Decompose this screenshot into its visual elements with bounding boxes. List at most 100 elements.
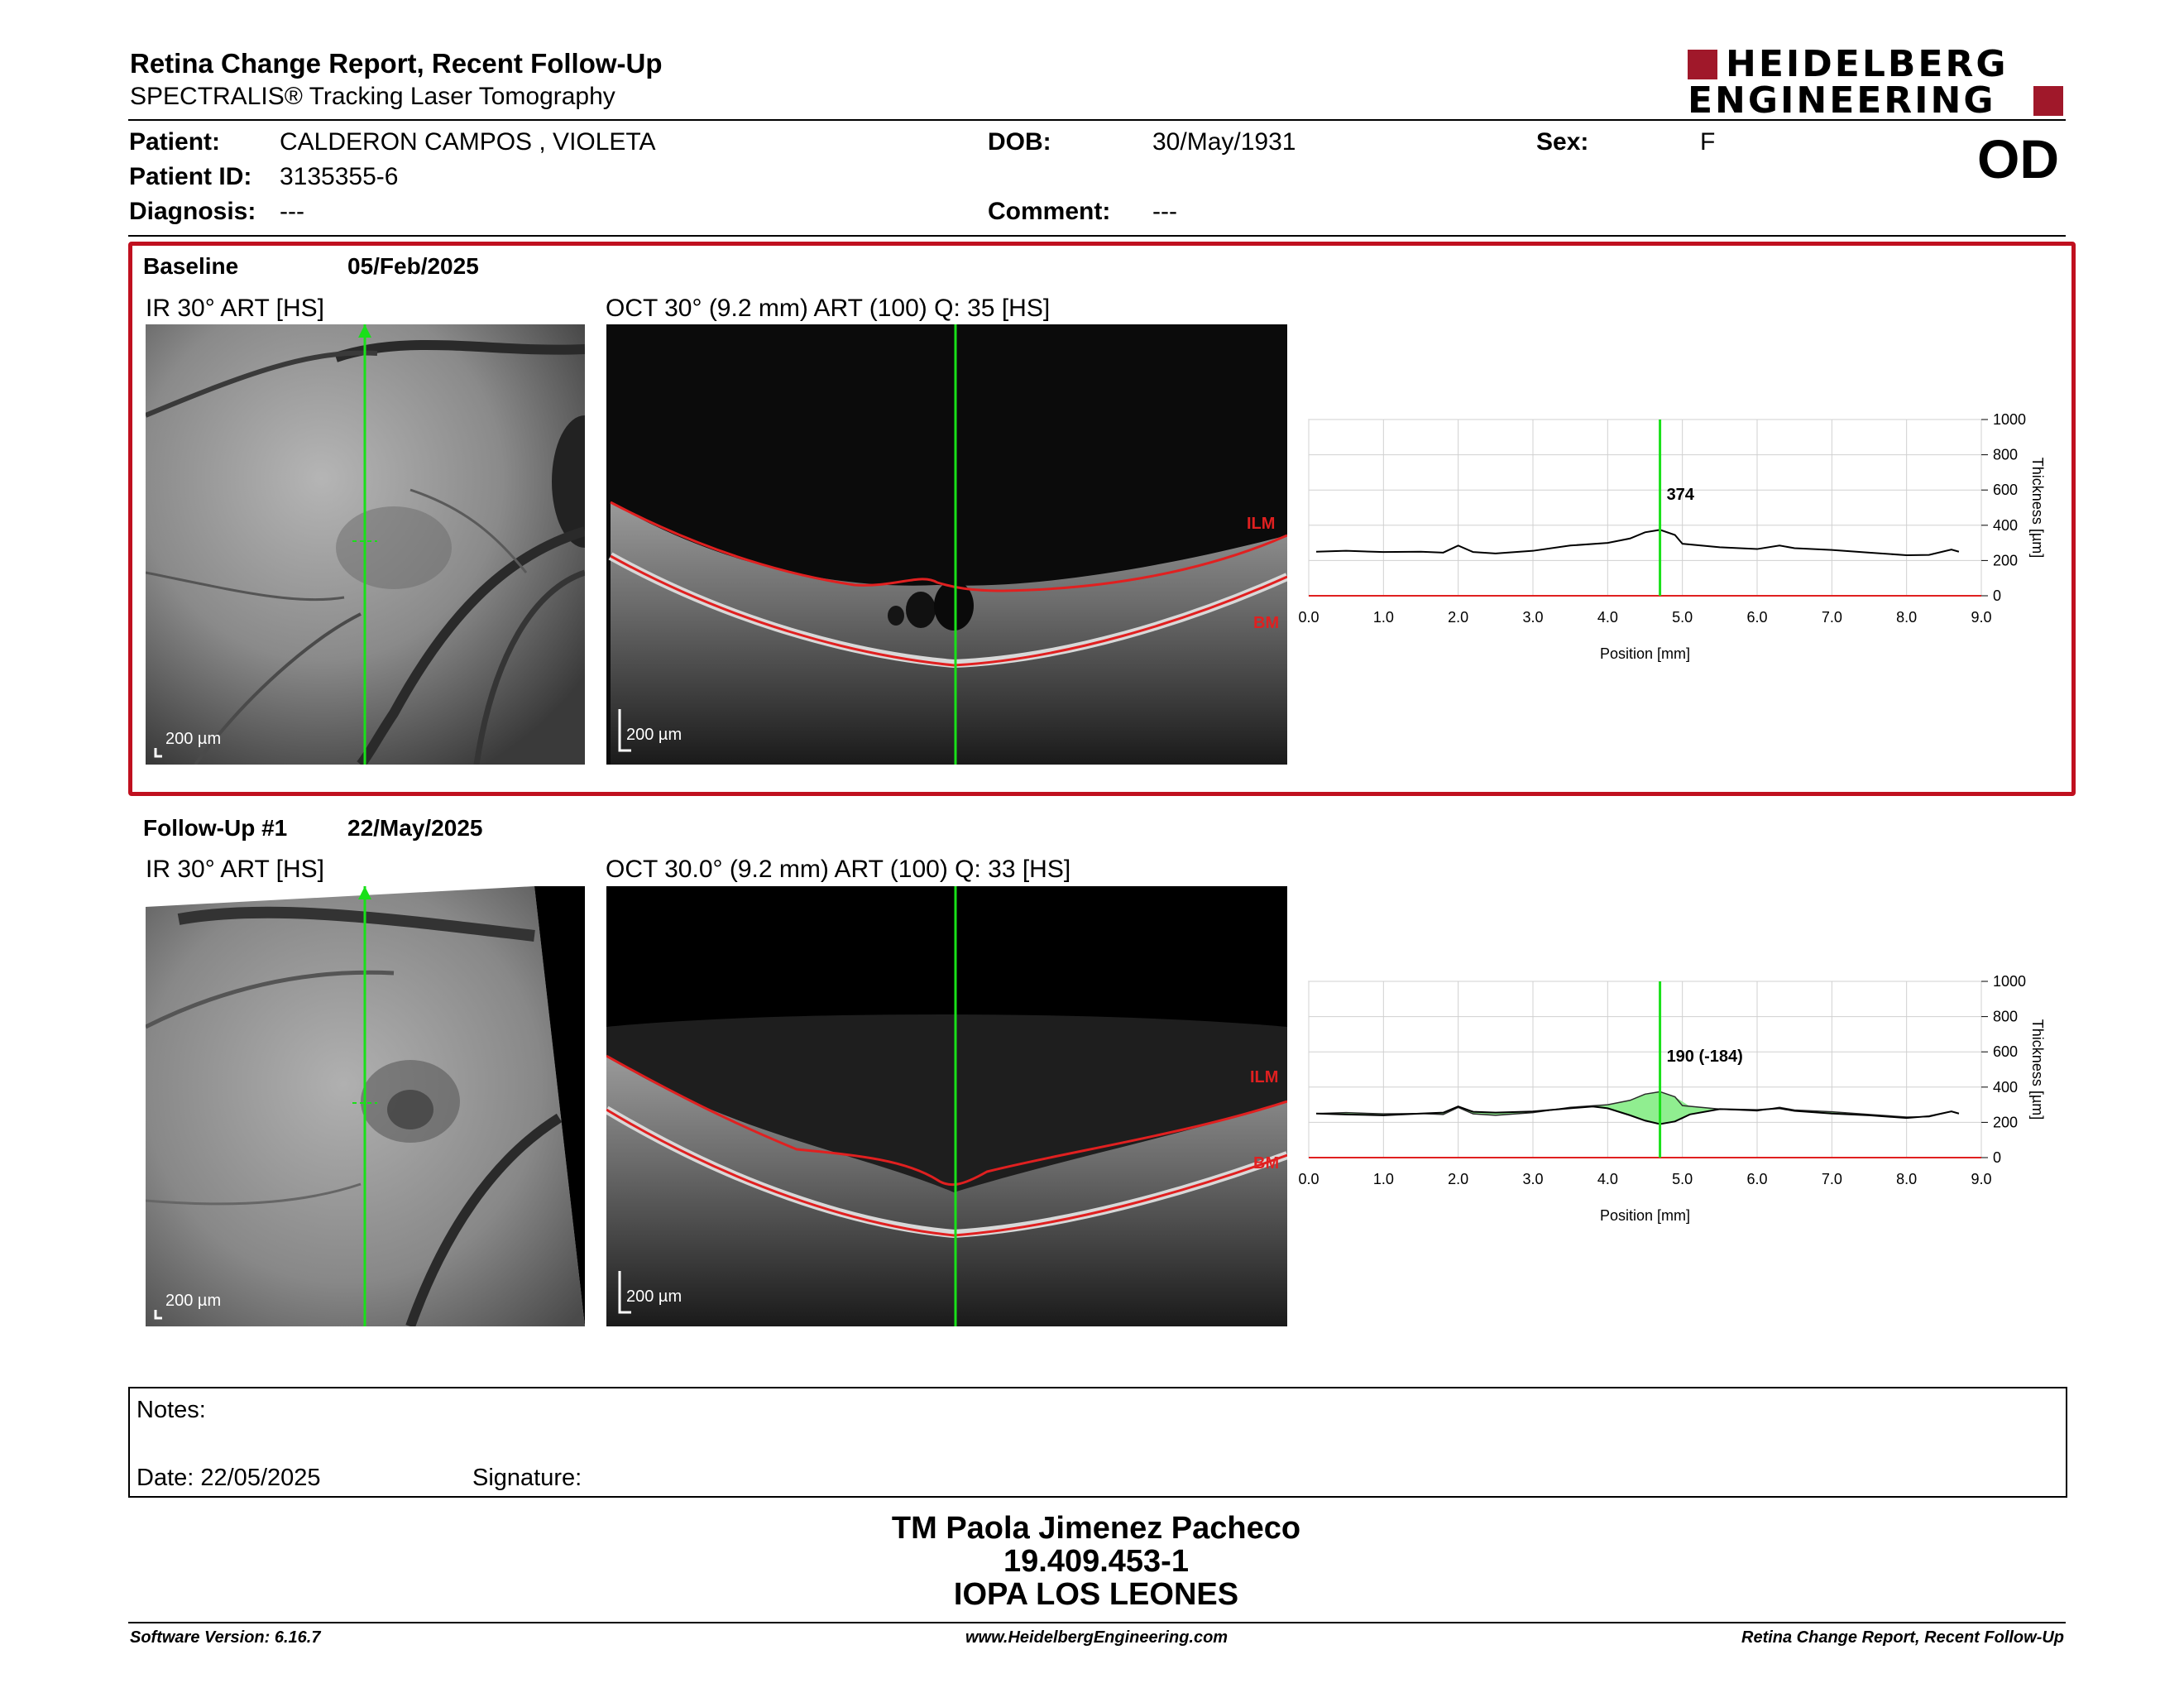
dob-label: DOB: — [988, 128, 1051, 156]
chart-y-tick-label: 200 — [1993, 1114, 2018, 1130]
chart-x-tick-label: 5.0 — [1672, 1171, 1693, 1187]
followup-bm-line — [606, 1108, 1287, 1237]
chart-y-tick-label: 800 — [1993, 1009, 2018, 1025]
followup-oct-image[interactable]: ILM BM 200 µm — [606, 886, 1287, 1326]
followup-ir-image[interactable]: 200 µm — [146, 886, 585, 1326]
baseline-bm-line — [610, 554, 1287, 667]
chart-x-tick-label: 9.0 — [1971, 609, 1991, 626]
baseline-oct-svg — [606, 324, 1287, 765]
footer-url[interactable]: www.HeidelbergEngineering.com — [965, 1628, 1228, 1647]
patient-divider — [128, 235, 2066, 237]
chart-y-tick-label: 1000 — [1993, 411, 2026, 428]
chart-y-tick-label: 600 — [1993, 1043, 2018, 1060]
footer-divider — [128, 1622, 2066, 1623]
chart-x-tick-label: 2.0 — [1448, 609, 1468, 626]
chart-y-tick-label: 0 — [1993, 1149, 2001, 1166]
followup-ilm-line — [606, 1054, 1287, 1187]
chart-x-tick-label: 0.0 — [1299, 609, 1320, 626]
diagnosis-label: Diagnosis: — [129, 198, 256, 225]
baseline-ir-caption: IR 30° ART [HS] — [146, 295, 324, 322]
baseline-label: Baseline — [143, 253, 239, 279]
logo-line-2: ENGINEERING — [1688, 79, 1996, 122]
baseline-bm-label: BM — [1253, 614, 1280, 632]
signer-id: 19.409.453-1 — [1003, 1544, 1189, 1579]
footer-report-name: Retina Change Report, Recent Follow-Up — [1741, 1628, 2065, 1647]
baseline-ilm-label: ILM — [1247, 515, 1276, 533]
followup-label: Follow-Up #1 — [143, 815, 288, 841]
notes-box: Notes: Date: 22/05/2025 Signature: — [128, 1387, 2067, 1498]
software-version: Software Version: 6.16.7 — [130, 1628, 321, 1647]
chart-x-tick-label: 7.0 — [1822, 1171, 1842, 1187]
chart-plot-area — [1308, 981, 1982, 1158]
comment-value: --- — [1152, 198, 1177, 225]
baseline-ir-image[interactable]: 200 µm — [146, 324, 585, 765]
chart-x-axis-label: Position [mm] — [1600, 1207, 1690, 1224]
followup-fundus-svg — [146, 886, 585, 1326]
report-subtitle: SPECTRALIS® Tracking Laser Tomography — [130, 83, 615, 110]
baseline-oct-caption: OCT 30° (9.2 mm) ART (100) Q: 35 [HS] — [606, 295, 1051, 322]
chart-x-axis-label: Position [mm] — [1600, 645, 1690, 662]
patient-id-label: Patient ID: — [129, 163, 252, 190]
chart-x-tick-label: 4.0 — [1597, 609, 1618, 626]
chart-x-tick-label: 0.0 — [1299, 1171, 1320, 1187]
sex-value: F — [1700, 128, 1716, 156]
heidelberg-logo: HEIDELBERG ENGINEERING — [1688, 43, 2068, 122]
chart-y-tick-label: 0 — [1993, 587, 2001, 604]
followup-oct-caption: OCT 30.0° (9.2 mm) ART (100) Q: 33 [HS] — [606, 856, 1071, 883]
chart-x-tick-label: 6.0 — [1746, 609, 1767, 626]
chart-y-axis-label: Thickness [µm] — [2029, 458, 2046, 558]
baseline-oct-image[interactable]: ILM BM 200 µm — [606, 324, 1287, 765]
chart-x-tick-label: 8.0 — [1896, 1171, 1917, 1187]
signer-org: IOPA LOS LEONES — [953, 1577, 1239, 1612]
notes-label: Notes: — [136, 1397, 206, 1423]
chart-x-tick-label: 5.0 — [1672, 609, 1693, 626]
chart-x-tick-label: 1.0 — [1373, 1171, 1394, 1187]
sex-label: Sex: — [1536, 128, 1589, 156]
chart-y-tick-label: 800 — [1993, 447, 2018, 463]
followup-ir-scale: 200 µm — [165, 1292, 222, 1310]
patient-name: CALDERON CAMPOS , VIOLETA — [280, 128, 656, 156]
logo-square-right — [2033, 86, 2063, 116]
chart-y-tick-label: 1000 — [1993, 973, 2026, 990]
followup-bm-label: BM — [1253, 1154, 1280, 1172]
followup-thickness-chart: 0.0 1.0 2.0 3.0 4.0 5.0 6.0 7.0 8.0 9.00 200 400 600… — [1299, 973, 2046, 1224]
chart-series-line — [1316, 529, 1960, 557]
followup-oct-scale: 200 µm — [626, 1288, 682, 1306]
chart-x-tick-label: 9.0 — [1971, 1171, 1991, 1187]
followup-ir-caption: IR 30° ART [HS] — [146, 856, 324, 883]
baseline-frame — [128, 242, 2076, 796]
baseline-date: 05/Feb/2025 — [347, 253, 479, 279]
baseline-thickness-chart: 0.0 1.0 2.0 3.0 4.0 5.0 6.0 7.0 8.0 9.00 200 400 600… — [1299, 411, 2046, 662]
signature-label: Signature: — [472, 1465, 582, 1491]
comment-label: Comment: — [988, 198, 1111, 225]
report-title: Retina Change Report, Recent Follow-Up — [130, 48, 663, 79]
notes-date: Date: 22/05/2025 — [136, 1465, 321, 1491]
patient-label: Patient: — [129, 128, 221, 156]
chart-x-tick-label: 8.0 — [1896, 609, 1917, 626]
followup-ilm-label: ILM — [1250, 1068, 1279, 1086]
chart-marker-value-label: 374 — [1667, 486, 1695, 504]
chart-difference-area — [1316, 1091, 1959, 1125]
logo-line-1: HEIDELBERG — [1726, 43, 2009, 85]
chart-baseline-series — [1316, 1091, 1960, 1118]
followup-date: 22/May/2025 — [347, 815, 483, 841]
logo-square-left — [1688, 50, 1717, 79]
chart-plot-area — [1308, 419, 1982, 597]
followup-oct-svg — [606, 886, 1287, 1326]
eye-indicator: OD — [1977, 128, 2059, 189]
signer-name: TM Paola Jimenez Pacheco — [891, 1511, 1301, 1546]
chart-x-tick-label: 6.0 — [1746, 1171, 1767, 1187]
chart-y-tick-label: 400 — [1993, 517, 2018, 534]
chart-y-tick-label: 200 — [1993, 552, 2018, 568]
chart-x-tick-label: 4.0 — [1597, 1171, 1618, 1187]
baseline-oct-scale: 200 µm — [626, 726, 682, 744]
chart-x-tick-label: 2.0 — [1448, 1171, 1468, 1187]
chart-y-tick-label: 600 — [1993, 482, 2018, 498]
chart-marker-value-label: 190 (-184) — [1667, 1048, 1743, 1066]
chart-y-axis-label: Thickness [µm] — [2029, 1019, 2046, 1120]
chart-y-tick-label: 400 — [1993, 1079, 2018, 1096]
baseline-ilm-line — [610, 501, 1287, 592]
baseline-fundus-svg — [146, 324, 585, 765]
header-divider — [128, 119, 2066, 121]
diagnosis-value: --- — [280, 198, 304, 225]
